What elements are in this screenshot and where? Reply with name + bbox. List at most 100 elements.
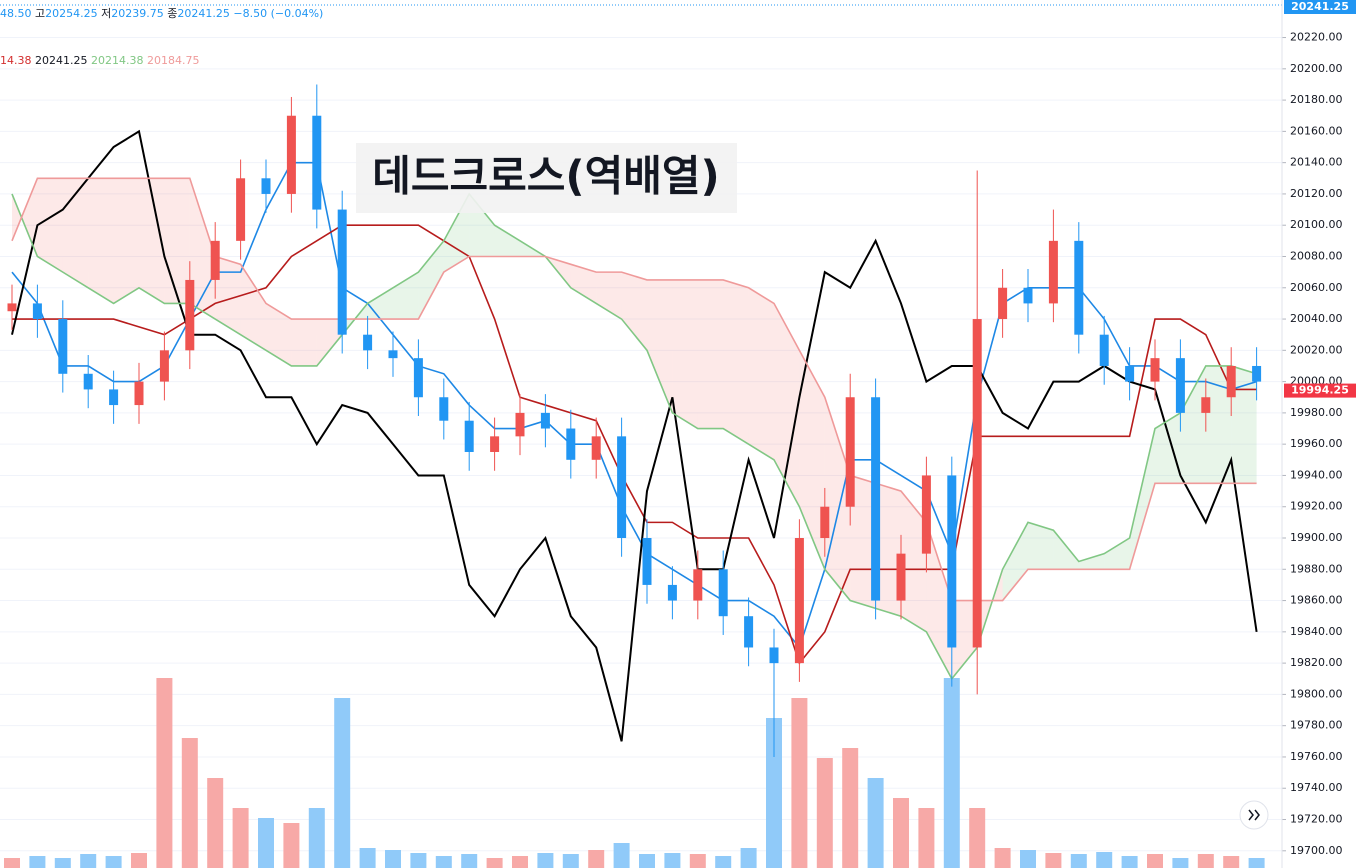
grid bbox=[0, 37, 1282, 852]
y-tick-label: 20060.00 bbox=[1290, 281, 1343, 294]
scroll-button-bg[interactable] bbox=[1239, 800, 1269, 830]
y-tick-label: 19920.00 bbox=[1290, 500, 1343, 513]
cloud-segment bbox=[1129, 428, 1155, 570]
y-tick-label: 19840.00 bbox=[1290, 625, 1343, 638]
candle-body bbox=[845, 397, 855, 507]
price-axis: 19700.00 19720.00 19740.00 19760.00 19780.00… bbox=[1281, 0, 1358, 868]
volume-bar bbox=[258, 818, 274, 868]
cloud-segment bbox=[570, 264, 597, 304]
indicator-header: 14.38 20241.25 20214.38 20184.75 bbox=[0, 54, 200, 67]
candle-body bbox=[490, 436, 500, 452]
candle-body bbox=[820, 506, 830, 539]
candle-body bbox=[896, 553, 906, 601]
cloud-segment bbox=[316, 319, 343, 366]
header-value: 20241.25 bbox=[177, 7, 230, 20]
candle-body bbox=[413, 358, 423, 398]
y-tick-label: 20200.00 bbox=[1290, 62, 1343, 75]
volume-bar bbox=[613, 843, 630, 868]
cloud-segment bbox=[1155, 412, 1181, 484]
volume-bar bbox=[308, 808, 325, 868]
cloud-segment bbox=[774, 303, 800, 507]
candle-body bbox=[515, 412, 525, 437]
cloud-segment bbox=[37, 178, 63, 273]
cloud-segment bbox=[850, 475, 876, 609]
y-tick-label: 20220.00 bbox=[1290, 31, 1343, 44]
volume-bar bbox=[1248, 858, 1265, 868]
header-label: 종 bbox=[167, 7, 177, 20]
candle-body bbox=[185, 279, 195, 351]
cloud-segment bbox=[266, 303, 292, 366]
y-tick-label: 20100.00 bbox=[1290, 218, 1343, 231]
y-tick-label: 19800.00 bbox=[1290, 687, 1343, 700]
y-tick-label: 19780.00 bbox=[1290, 719, 1343, 732]
y-tick-label: 20120.00 bbox=[1290, 187, 1343, 200]
volume-bar bbox=[1223, 856, 1240, 868]
candle-body bbox=[1074, 240, 1084, 335]
candle-body bbox=[1099, 334, 1109, 366]
volume-bar bbox=[1172, 858, 1189, 868]
cloud-segment bbox=[12, 178, 38, 257]
cloud-segment bbox=[647, 279, 673, 413]
volume-bar bbox=[867, 778, 884, 868]
volume-bar bbox=[232, 808, 249, 868]
header-value: 20239.75 bbox=[111, 7, 164, 20]
candle-body bbox=[83, 373, 93, 390]
cloud-segment bbox=[215, 256, 241, 335]
volume-bar bbox=[4, 858, 20, 868]
candle-body bbox=[210, 240, 220, 280]
candle-body bbox=[464, 420, 474, 452]
y-tick-label: 19880.00 bbox=[1290, 562, 1343, 575]
volume-bar bbox=[461, 854, 478, 868]
cloud-segment bbox=[164, 178, 190, 304]
header-label: 저 bbox=[101, 7, 111, 20]
y-tick-label: 20140.00 bbox=[1290, 156, 1343, 169]
candle-body bbox=[58, 319, 68, 374]
y-tick-label: 19980.00 bbox=[1290, 406, 1343, 419]
header: 48.50 고20254.25 저20239.75 종20241.25 −8.5… bbox=[0, 7, 323, 20]
candle-body bbox=[236, 178, 246, 241]
cloud-segment bbox=[139, 178, 165, 304]
candle-body bbox=[998, 287, 1008, 320]
cloud-segment bbox=[1205, 365, 1232, 484]
header-value: −8.50 (−0.04%) bbox=[233, 7, 323, 20]
volume-bar bbox=[842, 748, 859, 868]
scroll-button[interactable] bbox=[1239, 800, 1269, 830]
cloud-segment bbox=[88, 178, 114, 304]
scroll-icon[interactable] bbox=[1248, 809, 1260, 821]
volume-bar bbox=[740, 848, 757, 868]
indicator-value: 20241.25 bbox=[35, 54, 88, 67]
candle-body bbox=[540, 412, 550, 429]
y-tick-label: 19960.00 bbox=[1290, 437, 1343, 450]
candle-body bbox=[718, 569, 728, 617]
volume-bar bbox=[385, 850, 401, 868]
cloud-segment bbox=[621, 272, 647, 351]
volume-bar bbox=[562, 854, 579, 868]
cloud-segment bbox=[113, 178, 139, 304]
candle-body bbox=[1048, 240, 1058, 304]
volume-bar bbox=[105, 856, 122, 868]
cloud-segment bbox=[1002, 522, 1028, 601]
y-tick-label: 19740.00 bbox=[1290, 781, 1343, 794]
volume-bar bbox=[207, 778, 224, 868]
y-tick-label: 20160.00 bbox=[1290, 124, 1343, 137]
volume bbox=[4, 678, 1265, 868]
candle-body bbox=[591, 436, 601, 460]
candle-body bbox=[1150, 358, 1160, 382]
candle-body bbox=[109, 389, 119, 406]
volume-bar bbox=[1045, 853, 1062, 868]
volume-bar bbox=[537, 853, 554, 868]
volume-bar bbox=[181, 738, 198, 868]
volume-bar bbox=[664, 853, 681, 868]
volume-bar bbox=[486, 858, 503, 868]
volume-bar bbox=[969, 808, 986, 868]
volume-bar bbox=[283, 823, 300, 868]
header-value: 48.50 bbox=[0, 7, 32, 20]
cloud-segment bbox=[926, 522, 952, 679]
candle-body bbox=[337, 209, 347, 335]
axis-bg bbox=[1282, 0, 1358, 868]
cloud-segment bbox=[1180, 365, 1206, 484]
last-price-label: 20241.25 bbox=[1291, 0, 1349, 13]
cloud-segment bbox=[799, 350, 825, 570]
volume-bar bbox=[334, 698, 351, 868]
